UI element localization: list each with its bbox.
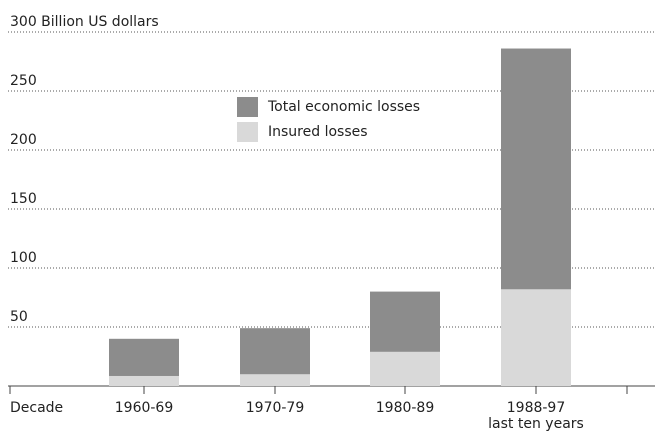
y-tick-label: 100 [10, 250, 37, 266]
y-tick-label: 200 [10, 132, 37, 148]
bar [240, 374, 310, 386]
legend-label: Total economic losses [267, 99, 420, 115]
legend-swatch [237, 97, 258, 117]
y-tick-label: 250 [10, 73, 37, 89]
x-tick-label: 1980-89 [375, 400, 435, 416]
y-tick-label: 50 [10, 309, 28, 325]
x-tick-label: 1970-79 [245, 400, 305, 416]
x-tick-label: 1988-97 last ten years [488, 400, 584, 432]
x-tick-label: 1960-69 [114, 400, 174, 416]
bar [501, 289, 571, 386]
legend-swatch [237, 122, 258, 142]
legend-label: Insured losses [268, 124, 368, 140]
bar [109, 375, 179, 386]
bar [370, 351, 440, 386]
x-axis-label: Decade [10, 400, 63, 416]
y-tick-label: 150 [10, 191, 37, 207]
y-tick-label: 300 Billion US dollars [10, 14, 159, 30]
